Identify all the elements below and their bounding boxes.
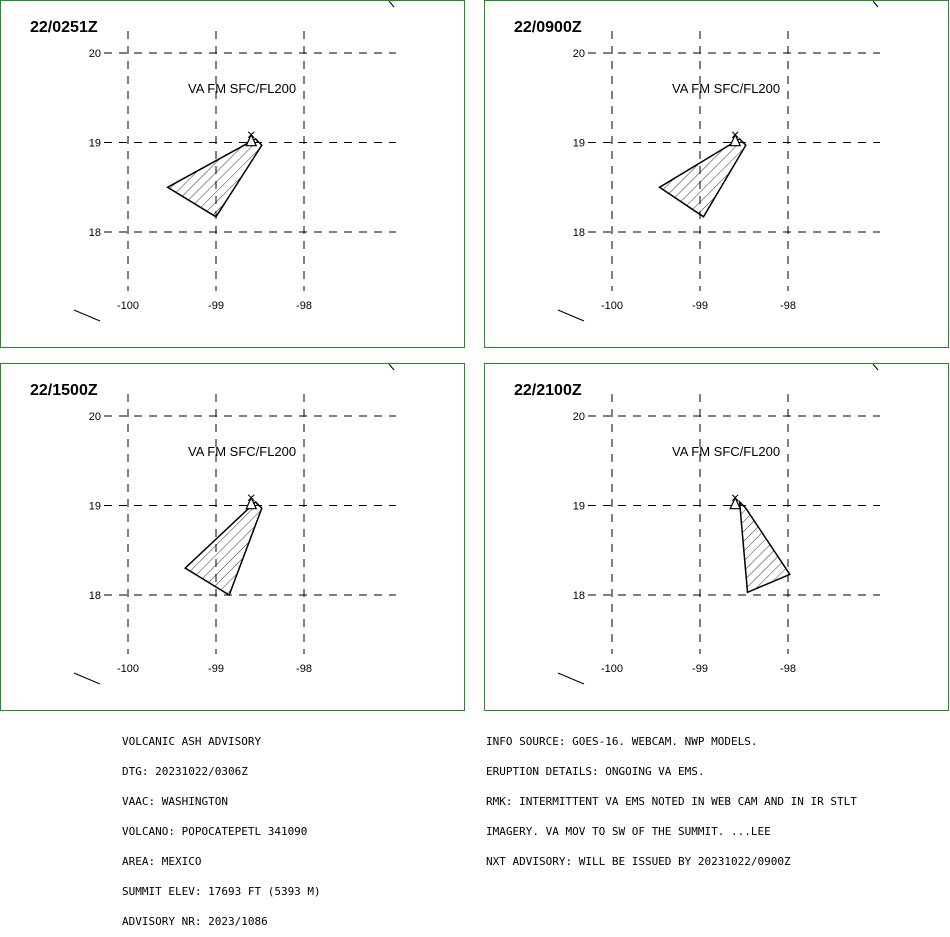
coastline-fragment — [557, 309, 585, 322]
lat-tick-label: 19 — [89, 138, 101, 150]
panel-time: 22/2100Z — [514, 382, 582, 399]
forecast-panel-0900z: 22/0900Z VA FM SFC/FL200 20 19 18 -100 -99 -9… — [484, 0, 949, 348]
coastline-fragment — [73, 309, 101, 322]
advisory-vaac: VAAC: WASHINGTON — [122, 795, 228, 808]
lon-tick-label: -100 — [117, 300, 139, 312]
lon-tick-label: -99 — [692, 300, 708, 312]
lat-tick-label: 20 — [89, 48, 101, 60]
triangle-icon — [729, 133, 742, 147]
lat-tick-label: 18 — [573, 227, 585, 239]
advisory-remarks-cont: IMAGERY. VA MOV TO SW OF THE SUMMIT. ...… — [486, 825, 771, 838]
volcano-mark — [731, 494, 739, 502]
advisory-eruption-details: ERUPTION DETAILS: ONGOING VA EMS. — [486, 765, 705, 778]
ash-cloud-polygon — [183, 500, 263, 597]
lon-tick-label: -99 — [208, 300, 224, 312]
coastline-fragment — [388, 1, 395, 8]
ash-cloud-polygon — [658, 137, 747, 218]
ash-cloud-polygon — [738, 499, 791, 594]
lon-tick-label: -100 — [117, 663, 139, 675]
forecast-panel-0251z: 22/0251Z VA FM SFC/FL200 20 19 18 -100 -99 -9… — [0, 0, 465, 348]
advisory-volcano: VOLCANO: POPOCATEPETL 341090 — [122, 825, 308, 838]
advisory-remarks: RMK: INTERMITTENT VA EMS NOTED IN WEB CA… — [486, 795, 857, 808]
panel-ash-layer-label: VA FM SFC/FL200 — [188, 81, 297, 96]
advisory-header-block: VOLCANIC ASH ADVISORY DTG: 20231022/0306… — [122, 717, 321, 937]
panel-time: 22/1500Z — [30, 382, 98, 399]
coastline-fragment — [557, 672, 585, 685]
coastline-fragment — [388, 364, 395, 371]
advisory-area: AREA: MEXICO — [122, 855, 202, 868]
lon-tick-label: -98 — [296, 300, 312, 312]
advisory-number: ADVISORY NR: 2023/1086 — [122, 915, 268, 928]
lon-tick-label: -100 — [601, 663, 623, 675]
panel-ash-layer-label: VA FM SFC/FL200 — [672, 444, 781, 459]
ash-cloud-polygon — [166, 137, 263, 218]
coastline-fragment — [73, 672, 101, 685]
coastline-fragment — [872, 364, 879, 371]
lon-tick-label: -100 — [601, 300, 623, 312]
volcano-mark — [247, 494, 255, 502]
advisory-info-source: INFO SOURCE: GOES-16. WEBCAM. NWP MODELS… — [486, 735, 758, 748]
lat-tick-label: 18 — [573, 590, 585, 602]
lat-tick-label: 20 — [89, 411, 101, 423]
lat-tick-label: 19 — [573, 138, 585, 150]
forecast-panel-1500z: 22/1500Z VA FM SFC/FL200 20 19 18 -100 -99 -9… — [0, 363, 465, 711]
advisory-details-block: INFO SOURCE: GOES-16. WEBCAM. NWP MODELS… — [486, 717, 857, 877]
lat-tick-label: 19 — [89, 501, 101, 513]
coastline-fragment — [872, 1, 879, 8]
panel-time: 22/0900Z — [514, 19, 582, 36]
triangle-icon — [729, 496, 742, 510]
lat-tick-label: 20 — [573, 48, 585, 60]
panel-time: 22/0251Z — [30, 19, 98, 36]
triangle-icon — [245, 133, 258, 147]
lat-tick-label: 18 — [89, 227, 101, 239]
advisory-next: NXT ADVISORY: WILL BE ISSUED BY 20231022… — [486, 855, 791, 868]
lat-tick-label: 19 — [573, 501, 585, 513]
advisory-summit-elev: SUMMIT ELEV: 17693 FT (5393 M) — [122, 885, 321, 898]
panel-ash-layer-label: VA FM SFC/FL200 — [188, 444, 297, 459]
advisory-title: VOLCANIC ASH ADVISORY — [122, 735, 262, 748]
lat-tick-label: 18 — [89, 590, 101, 602]
lon-tick-label: -99 — [208, 663, 224, 675]
panel-ash-layer-label: VA FM SFC/FL200 — [672, 81, 781, 96]
map-svg: 20 19 18 -100 -99 -98 — [557, 1, 880, 322]
lon-tick-label: -98 — [780, 300, 796, 312]
advisory-dtg: DTG: 20231022/0306Z — [122, 765, 248, 778]
lon-tick-label: -99 — [692, 663, 708, 675]
map-svg: 20 19 18 -100 -99 -98 — [73, 364, 396, 685]
map-svg: 20 19 18 -100 -99 -98 — [557, 364, 880, 685]
triangle-icon — [245, 496, 258, 510]
lon-tick-label: -98 — [296, 663, 312, 675]
forecast-panel-2100z: 22/2100Z VA FM SFC/FL200 20 19 18 -100 -99 -9… — [484, 363, 949, 711]
lon-tick-label: -98 — [780, 663, 796, 675]
lat-tick-label: 20 — [573, 411, 585, 423]
volcano-mark — [731, 131, 739, 139]
map-svg: 20 19 18 -100 -99 -98 — [73, 1, 396, 322]
volcano-mark — [247, 131, 255, 139]
